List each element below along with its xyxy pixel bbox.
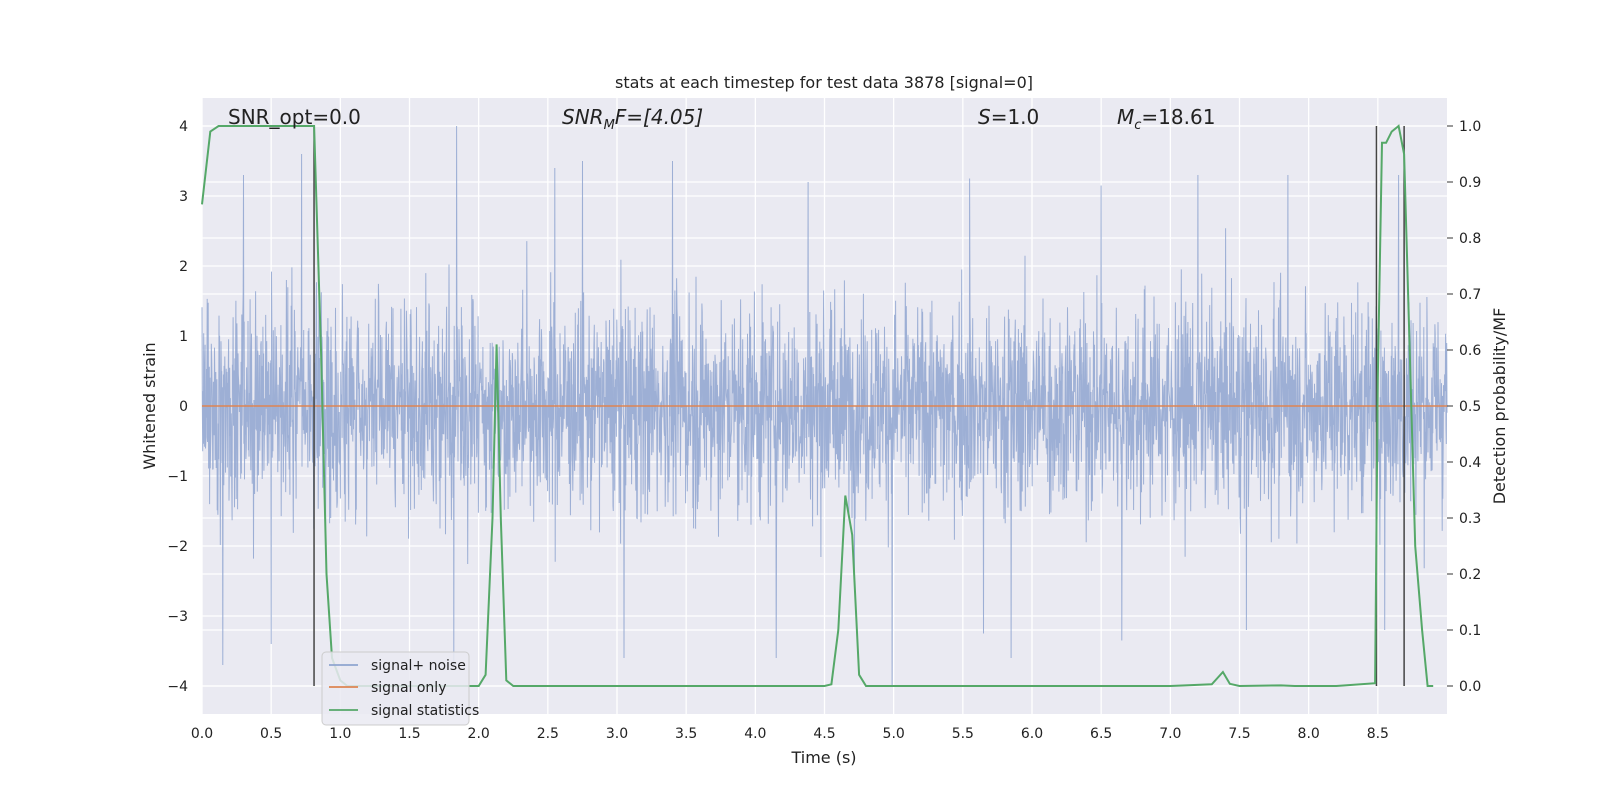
annotation-snr-mf-prefix: SNR bbox=[562, 105, 604, 129]
x-tick-label: 3.5 bbox=[675, 726, 697, 742]
y-right-tick-label: 0.7 bbox=[1459, 287, 1481, 303]
y-right-tick-label: 0.1 bbox=[1459, 623, 1481, 639]
x-tick-label: 1.0 bbox=[329, 726, 351, 742]
annotation-snr-mf-suffix: F=[4.05] bbox=[615, 105, 703, 129]
y-right-tick-label: 0.2 bbox=[1459, 567, 1481, 583]
x-tick-label: 4.5 bbox=[813, 726, 835, 742]
y-left-tick-label: −2 bbox=[167, 539, 188, 555]
y-right-tick-label: 0.4 bbox=[1459, 455, 1481, 471]
annotation-s-value: S=1.0 bbox=[978, 105, 1039, 129]
y-right-tick-label: 0.3 bbox=[1459, 511, 1481, 527]
annotation-snr-mf-sub: M bbox=[604, 118, 615, 133]
y-left-tick-label: 2 bbox=[179, 259, 188, 275]
y-axis-left-label: Whitened strain bbox=[140, 342, 159, 469]
x-tick-label: 7.5 bbox=[1228, 726, 1250, 742]
noise-line bbox=[201, 125, 1448, 687]
annotation-snr-opt: SNR_opt=0.0 bbox=[228, 105, 361, 129]
legend: signal+ noise signal only signal statist… bbox=[321, 651, 479, 726]
y-right-tick-label: 0.9 bbox=[1459, 175, 1481, 191]
y-left-tick-label: 0 bbox=[179, 399, 188, 415]
annotation-snr-mf: SNRMF=[4.05] bbox=[562, 105, 703, 133]
y-left-tick-label: −3 bbox=[167, 609, 188, 625]
y-right-tick-label: 0.5 bbox=[1459, 399, 1481, 415]
legend-box bbox=[321, 651, 470, 726]
x-tick-label: 0.5 bbox=[260, 726, 282, 742]
y-right-tick-label: 0.8 bbox=[1459, 231, 1481, 247]
annotation-s-suffix: =1.0 bbox=[991, 105, 1040, 129]
x-tick-label: 8.5 bbox=[1367, 726, 1389, 742]
y-left-tick-label: −4 bbox=[167, 679, 188, 695]
x-tick-label: 2.5 bbox=[537, 726, 559, 742]
y-right-tick-label: 0.6 bbox=[1459, 343, 1481, 359]
annotation-mc-sub: c bbox=[1134, 118, 1141, 133]
annotation-s-prefix: S bbox=[978, 105, 991, 129]
annotation-mc-suffix: =18.61 bbox=[1141, 105, 1215, 129]
x-tick-label: 6.5 bbox=[1090, 726, 1112, 742]
x-tick-label: 4.0 bbox=[744, 726, 766, 742]
y-left-tick-label: 3 bbox=[179, 189, 188, 205]
legend-label-statistics: signal statistics bbox=[371, 703, 479, 719]
x-tick-labels: 0.0 0.5 1.0 1.5 2.0 2.5 3.0 3.5 4.0 4.5 5.0 5.5 6.0 6… bbox=[191, 726, 1389, 742]
x-tick-label: 1.5 bbox=[398, 726, 420, 742]
x-tick-label: 7.0 bbox=[1159, 726, 1181, 742]
x-tick-label: 3.0 bbox=[606, 726, 628, 742]
y-left-tick-label: −1 bbox=[167, 469, 188, 485]
legend-label-signal: signal only bbox=[371, 680, 446, 696]
annotation-mc-prefix: M bbox=[1117, 105, 1134, 129]
x-tick-label: 0.0 bbox=[191, 726, 213, 742]
x-tick-label: 2.0 bbox=[468, 726, 490, 742]
noise-series bbox=[201, 125, 1448, 687]
y-right-tick-labels: 0.0 0.1 0.2 0.3 0.4 0.5 0.6 0.7 0.8 0.9 1.0 bbox=[1447, 119, 1481, 695]
y-left-tick-label: 1 bbox=[179, 329, 188, 345]
x-tick-label: 5.5 bbox=[952, 726, 974, 742]
y-left-tick-label: 4 bbox=[179, 119, 188, 135]
annotation-mc-value: Mc=18.61 bbox=[1117, 105, 1215, 133]
chart-title: stats at each timestep for test data 387… bbox=[615, 73, 1033, 92]
legend-label-noise: signal+ noise bbox=[371, 658, 466, 674]
y-right-tick-label: 0.0 bbox=[1459, 679, 1481, 695]
x-tick-label: 5.0 bbox=[883, 726, 905, 742]
y-right-tick-label: 1.0 bbox=[1459, 119, 1481, 135]
y-left-tick-labels: −4 −3 −2 −1 0 1 2 3 4 bbox=[167, 119, 188, 695]
x-tick-label: 8.0 bbox=[1298, 726, 1320, 742]
x-axis-label: Time (s) bbox=[790, 748, 856, 767]
x-tick-label: 6.0 bbox=[1021, 726, 1043, 742]
y-axis-right-label: Detection probability/MF bbox=[1490, 308, 1509, 505]
